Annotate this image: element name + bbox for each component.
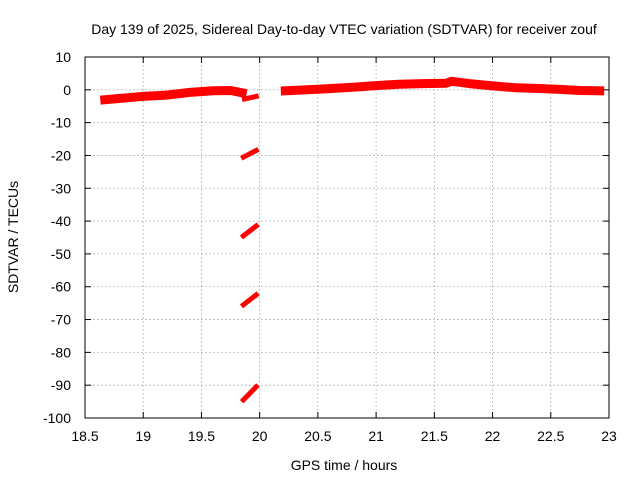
y-axis-label: SDTVAR / TECUs <box>5 181 21 293</box>
x-tick-label: 19.5 <box>188 428 215 444</box>
grid <box>85 57 609 418</box>
series-gap-segment-4 <box>239 291 260 309</box>
plot-frame <box>84 56 610 419</box>
y-tick-label: -40 <box>51 213 71 229</box>
y-tick-label: -60 <box>51 279 71 295</box>
axis-ticks: 18.5 19 19.5 20 20.5 21 21.5 22 22.5 23-100-90-80… <box>43 49 617 444</box>
y-tick-label: -100 <box>43 410 71 426</box>
y-tick-label: -10 <box>51 115 71 131</box>
y-tick-label: -30 <box>51 180 71 196</box>
y-tick-label: 10 <box>55 49 71 65</box>
chart-title: Day 139 of 2025, Sidereal Day-to-day VTE… <box>91 21 597 37</box>
x-tick-label: 21 <box>368 428 384 444</box>
x-tick-label: 22.5 <box>537 428 564 444</box>
series-gap-segment-2 <box>240 147 260 161</box>
x-tick-label: 19 <box>135 428 151 444</box>
x-tick-label: 18.5 <box>71 428 98 444</box>
x-axis-label: GPS time / hours <box>291 457 398 473</box>
series-gap-segment-3 <box>239 222 260 240</box>
x-tick-label: 22 <box>485 428 501 444</box>
x-tick-label: 20.5 <box>304 428 331 444</box>
x-tick-label: 21.5 <box>421 428 448 444</box>
data-layer <box>99 76 605 404</box>
x-tick-label: 23 <box>601 428 617 444</box>
series-main-band-2 <box>280 76 605 96</box>
y-tick-label: -70 <box>51 312 71 328</box>
y-tick-label: -90 <box>51 377 71 393</box>
y-tick-label: -80 <box>51 344 71 360</box>
y-tick-label: -50 <box>51 246 71 262</box>
series-main-band-1 <box>99 86 248 105</box>
x-tick-label: 20 <box>252 428 268 444</box>
series-gap-segment-5 <box>239 383 260 404</box>
series-gap-segment-1 <box>241 93 260 102</box>
y-tick-label: -20 <box>51 147 71 163</box>
y-tick-label: 0 <box>63 82 71 98</box>
